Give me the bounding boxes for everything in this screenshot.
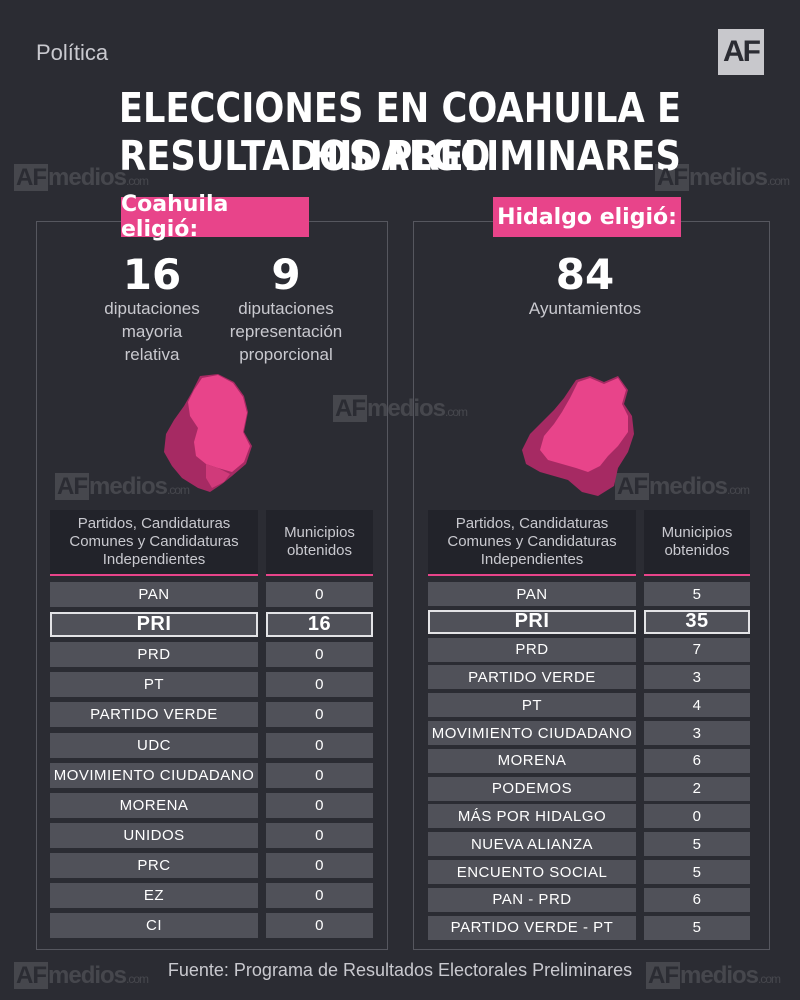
table-row-party: MORENA bbox=[50, 792, 258, 818]
table-row-value: 5 bbox=[644, 582, 750, 606]
coahuila-header-value: Municipios obtenidos bbox=[266, 510, 373, 576]
watermark: AFmedios.com bbox=[14, 164, 149, 191]
table-row-value: 0 bbox=[266, 762, 373, 788]
coahuila-mayoria-label: diputaciones mayoria relativa bbox=[104, 299, 200, 364]
table-row-party: PARTIDO VERDE bbox=[428, 665, 636, 690]
watermark: AFmedios.com bbox=[646, 962, 781, 989]
table-row-value: 35 bbox=[644, 609, 750, 634]
table-row-value: 3 bbox=[644, 665, 750, 690]
table-row-party: CI bbox=[50, 913, 258, 939]
table-row-party: UDC bbox=[50, 732, 258, 758]
table-row-value: 0 bbox=[266, 792, 373, 818]
table-row-party: MÁS POR HIDALGO bbox=[428, 804, 636, 829]
table-row-party: EZ bbox=[50, 883, 258, 908]
watermark: AFmedios.com bbox=[615, 473, 750, 500]
table-row-value: 0 bbox=[266, 642, 373, 668]
table-row-value: 0 bbox=[266, 913, 373, 939]
table-row-value: 0 bbox=[266, 852, 373, 878]
table-row-value: 5 bbox=[644, 915, 750, 940]
table-row-party: PAN bbox=[428, 582, 636, 606]
watermark: AFmedios.com bbox=[333, 395, 468, 422]
section-label: Política bbox=[36, 40, 109, 65]
table-row-value: 6 bbox=[644, 748, 750, 773]
table-row-party: MOVIMIENTO CIUDADANO bbox=[50, 762, 258, 788]
table-row-value: 0 bbox=[266, 732, 373, 758]
table-row-party: PAN bbox=[50, 582, 258, 607]
table-row-value: 0 bbox=[266, 582, 373, 607]
table-row-value: 5 bbox=[644, 832, 750, 857]
coahuila-badge: Coahuila eligió: bbox=[121, 192, 309, 242]
table-row-value: 7 bbox=[644, 637, 750, 662]
table-row-party: PT bbox=[428, 693, 636, 718]
watermark: AFmedios.com bbox=[55, 473, 190, 500]
watermark: AFmedios.com bbox=[655, 164, 790, 191]
table-row-party: PAN - PRD bbox=[428, 887, 636, 912]
table-row-party: PODEMOS bbox=[428, 776, 636, 801]
hidalgo-badge: Hidalgo eligió: bbox=[493, 197, 681, 237]
table-row-party: PRI bbox=[428, 609, 636, 634]
table-row-value: 0 bbox=[266, 702, 373, 728]
coahuila-proporcional-label: diputaciones representación proporcional bbox=[229, 299, 343, 364]
table-row-value: 0 bbox=[266, 822, 373, 848]
table-row-party: MOVIMIENTO CIUDADANO bbox=[428, 721, 636, 745]
coahuila-map bbox=[164, 374, 252, 492]
coahuila-mayoria-number: 16 bbox=[122, 250, 182, 299]
table-row-party: NUEVA ALIANZA bbox=[428, 832, 636, 857]
hidalgo-header-value: Municipios obtenidos bbox=[644, 510, 750, 576]
coahuila-header-party: Partidos, Candidaturas Comunes y Candida… bbox=[50, 510, 258, 576]
table-row-value: 0 bbox=[644, 804, 750, 829]
hidalgo-ayuntamientos-label: Ayuntamientos bbox=[528, 299, 642, 318]
table-row-value: 0 bbox=[266, 672, 373, 698]
table-row-value: 0 bbox=[266, 883, 373, 908]
title-line-1: ELECCIONES EN COAHUILA E HIDALGO bbox=[118, 84, 682, 180]
table-row-party: MORENA bbox=[428, 748, 636, 773]
table-row-party: PRI bbox=[50, 612, 258, 638]
title-line-2: RESULTADOS PRELIMINARES bbox=[119, 132, 681, 180]
watermark: AFmedios.com bbox=[14, 962, 149, 989]
table-row-party: PARTIDO VERDE - PT bbox=[428, 915, 636, 940]
hidalgo-ayuntamientos-number: 84 bbox=[555, 250, 615, 299]
table-row-value: 16 bbox=[266, 612, 373, 638]
table-row-party: PARTIDO VERDE bbox=[50, 702, 258, 728]
table-row-party: ENCUENTO SOCIAL bbox=[428, 860, 636, 884]
table-row-party: PT bbox=[50, 672, 258, 698]
table-row-party: PRD bbox=[50, 642, 258, 668]
table-row-value: 6 bbox=[644, 887, 750, 912]
table-row-value: 5 bbox=[644, 860, 750, 884]
hidalgo-header-party: Partidos, Candidaturas Comunes y Candida… bbox=[428, 510, 636, 576]
table-row-value: 2 bbox=[644, 776, 750, 801]
af-logo: AF bbox=[718, 29, 764, 75]
table-row-party: PRC bbox=[50, 852, 258, 878]
table-row-party: PRD bbox=[428, 637, 636, 662]
hidalgo-map bbox=[522, 376, 634, 496]
table-row-party: UNIDOS bbox=[50, 822, 258, 848]
coahuila-proporcional-number: 9 bbox=[271, 250, 301, 299]
table-row-value: 3 bbox=[644, 721, 750, 745]
source-footer: Fuente: Programa de Resultados Electoral… bbox=[167, 960, 633, 980]
table-row-value: 4 bbox=[644, 693, 750, 718]
